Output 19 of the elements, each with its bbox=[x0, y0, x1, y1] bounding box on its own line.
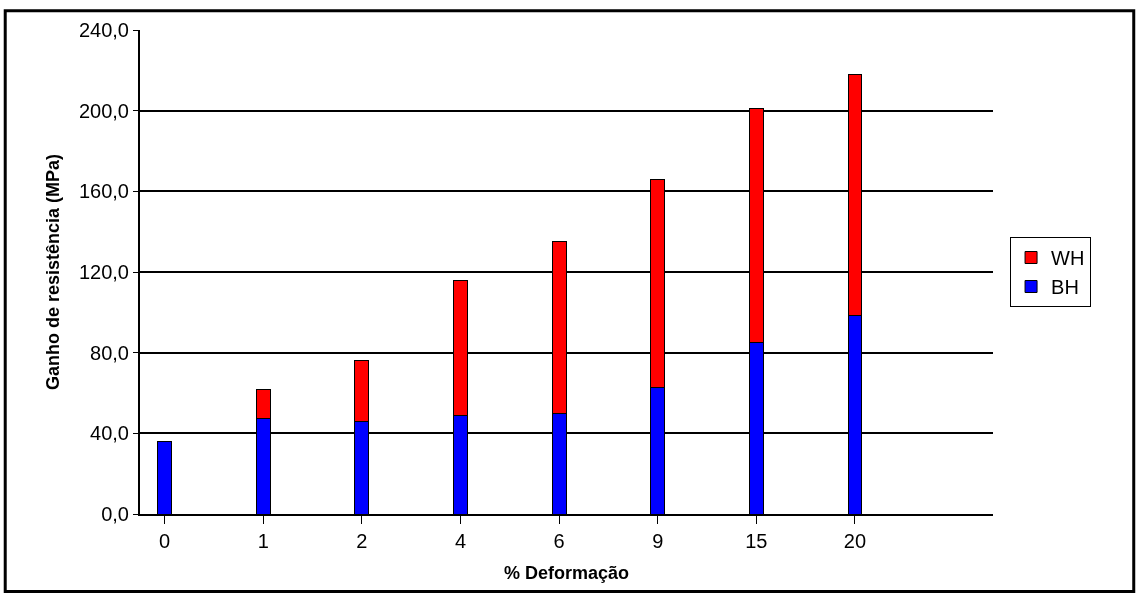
x-tick-label: 4 bbox=[454, 530, 467, 552]
x-tick-label: 6 bbox=[553, 530, 565, 552]
x-tick-label: 2 bbox=[356, 530, 368, 552]
y-tick-label: 0,0 bbox=[101, 503, 129, 525]
y-axis-title: Ganho de resistência (MPa) bbox=[42, 153, 63, 391]
x-tick-label: 9 bbox=[652, 530, 664, 552]
y-tick-label: 240,0 bbox=[78, 19, 129, 41]
x-tick-label: 0 bbox=[159, 530, 171, 552]
y-tick-label: 40,0 bbox=[90, 422, 129, 445]
x-tick-label: 20 bbox=[843, 530, 867, 552]
y-tick-label: 80,0 bbox=[90, 341, 129, 364]
legend-label: WH bbox=[1051, 247, 1085, 270]
y-tick-label: 200,0 bbox=[78, 99, 129, 122]
x-axis-title: % Deformação bbox=[503, 562, 630, 583]
x-tick-label: 15 bbox=[745, 530, 768, 552]
legend-label: BH bbox=[1051, 276, 1079, 299]
y-tick-label: 160,0 bbox=[78, 180, 129, 203]
y-tick-label: 120,0 bbox=[78, 261, 129, 283]
x-tick-label: 1 bbox=[257, 530, 269, 552]
